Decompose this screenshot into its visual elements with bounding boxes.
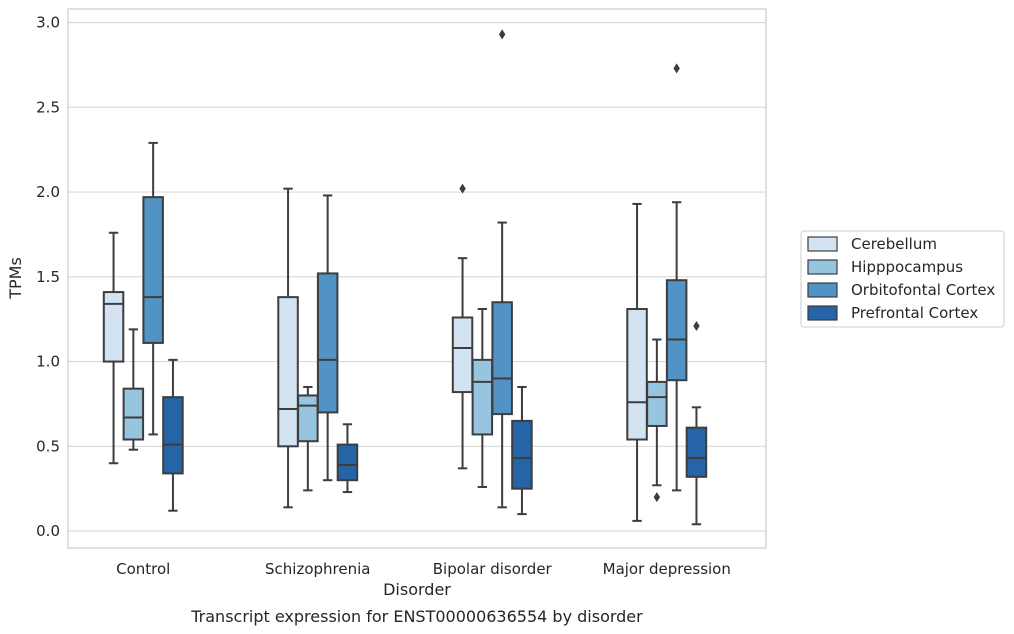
y-tick-labels: 0.0 0.5 1.0 1.5 2.0 2.5 3.0 bbox=[36, 14, 60, 540]
iqr-box bbox=[336, 443, 359, 482]
iqr-box bbox=[511, 419, 533, 490]
legend-swatch bbox=[807, 282, 838, 298]
iqr-box bbox=[665, 279, 688, 382]
box-3 bbox=[316, 194, 339, 482]
y-tick-label: 0.0 bbox=[36, 522, 60, 540]
plot-background bbox=[68, 9, 766, 548]
legend-item: Prefrontal Cortex bbox=[807, 304, 978, 322]
outlier-point bbox=[498, 29, 506, 40]
x-tick-label: Schizophrenia bbox=[265, 560, 370, 578]
x-axis-title: Disorder bbox=[383, 580, 451, 599]
box-4 bbox=[685, 320, 708, 526]
box-2 bbox=[122, 328, 145, 451]
y-tick-label: 0.5 bbox=[36, 437, 60, 455]
iqr-box bbox=[626, 308, 648, 441]
iqr-box bbox=[451, 316, 474, 394]
legend-label: Orbitofontal Cortex bbox=[851, 281, 995, 299]
y-tick-label: 1.5 bbox=[36, 268, 60, 286]
box-4 bbox=[162, 358, 184, 512]
outlier-point bbox=[673, 63, 680, 74]
iqr-box bbox=[646, 380, 668, 427]
outlier-point bbox=[459, 183, 466, 194]
iqr-box bbox=[122, 387, 145, 441]
box-2 bbox=[297, 385, 319, 492]
legend-items: Cerebellum Hipppocampus Orbitofontal Corte… bbox=[807, 235, 995, 322]
box-1 bbox=[102, 231, 125, 465]
legend-swatch bbox=[807, 259, 838, 275]
y-tick-label: 2.5 bbox=[36, 98, 60, 116]
legend-swatch bbox=[807, 305, 838, 321]
y-tick-label: 3.0 bbox=[36, 14, 60, 32]
x-tick-label: Control bbox=[116, 560, 170, 578]
chart-caption: Transcript expression for ENST0000063655… bbox=[190, 607, 643, 626]
legend-label: Cerebellum bbox=[851, 235, 937, 253]
legend-item: Orbitofontal Cortex bbox=[807, 281, 995, 299]
box-3 bbox=[491, 29, 513, 509]
legend-item: Hipppocampus bbox=[807, 258, 963, 276]
box-3 bbox=[665, 63, 688, 492]
box-1 bbox=[277, 187, 299, 509]
iqr-box bbox=[102, 291, 125, 363]
iqr-box bbox=[277, 296, 299, 448]
box-3 bbox=[142, 141, 164, 436]
legend: Cerebellum Hipppocampus Orbitofontal Corte… bbox=[800, 230, 1005, 328]
iqr-box bbox=[162, 396, 184, 475]
y-tick-label: 1.0 bbox=[36, 353, 60, 371]
box-1 bbox=[451, 183, 474, 470]
legend-item: Cerebellum bbox=[807, 235, 937, 253]
boxes-layer bbox=[102, 29, 708, 526]
legend-label: Hipppocampus bbox=[851, 258, 963, 276]
x-tick-labels: Control Schizophrenia Bipolar disorder Majo… bbox=[116, 560, 731, 578]
iqr-box bbox=[685, 426, 708, 478]
iqr-box bbox=[471, 358, 494, 436]
outlier-point bbox=[693, 320, 700, 331]
iqr-box bbox=[491, 301, 513, 416]
x-tick-label: Bipolar disorder bbox=[433, 560, 553, 578]
y-axis-title: TPMs bbox=[6, 257, 25, 300]
y-tick-label: 2.0 bbox=[36, 183, 60, 201]
iqr-box bbox=[142, 196, 164, 344]
legend-frame bbox=[800, 230, 1005, 328]
box-4 bbox=[511, 385, 533, 516]
iqr-box bbox=[316, 272, 339, 414]
box-2 bbox=[646, 338, 668, 503]
legend-swatch bbox=[807, 236, 838, 252]
x-tick-label: Major depression bbox=[603, 560, 731, 578]
legend-label: Prefrontal Cortex bbox=[851, 304, 978, 322]
iqr-box bbox=[297, 394, 319, 443]
box-1 bbox=[626, 202, 648, 522]
outlier-point bbox=[653, 492, 661, 503]
box-4 bbox=[336, 423, 359, 494]
plot-frame bbox=[67, 8, 767, 549]
gridlines bbox=[68, 21, 766, 532]
